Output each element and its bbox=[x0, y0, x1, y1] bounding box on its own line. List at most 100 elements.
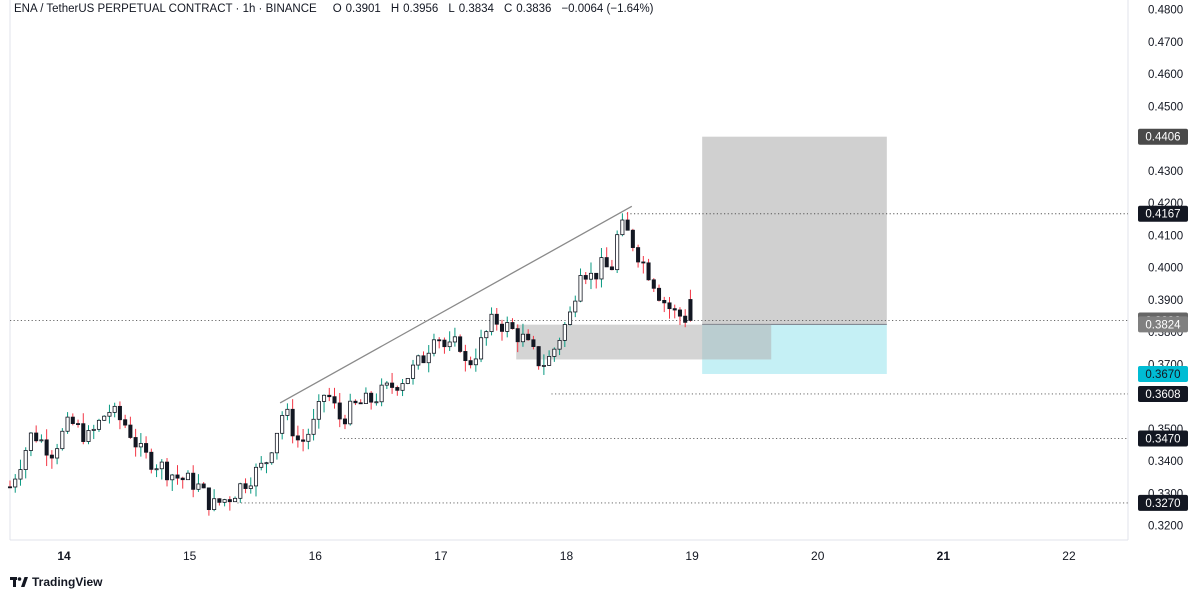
candle-body bbox=[348, 400, 353, 425]
open-value: 0.3901 bbox=[345, 3, 381, 15]
candle-body bbox=[499, 323, 505, 332]
candle-body bbox=[107, 411, 112, 417]
candle-body bbox=[557, 339, 562, 350]
symbol-header: ENA / TetherUS PERPETUAL CONTRACT · 1h ·… bbox=[14, 3, 654, 15]
candle-body bbox=[588, 272, 594, 280]
candle-body bbox=[123, 419, 128, 426]
candle-body bbox=[311, 418, 316, 435]
candle-body bbox=[112, 405, 117, 413]
candle-body bbox=[379, 384, 384, 403]
stop-price-tag-text: 0.3670 bbox=[1145, 369, 1180, 381]
candle-body bbox=[96, 419, 102, 430]
close-label: C bbox=[503, 3, 513, 15]
candle-body bbox=[395, 387, 400, 391]
high-label: H bbox=[390, 3, 400, 15]
candle-body bbox=[594, 272, 599, 280]
candle-body bbox=[526, 333, 531, 341]
candle-body bbox=[264, 462, 269, 465]
entry-price-tag-bg bbox=[1138, 316, 1188, 333]
candle-body bbox=[76, 423, 81, 425]
candle-body bbox=[316, 401, 321, 420]
candle-body bbox=[604, 257, 609, 268]
candle-body bbox=[390, 382, 395, 388]
stop-price-tag: 0.3670 bbox=[1138, 365, 1188, 382]
candle-body bbox=[269, 452, 274, 464]
candle-body bbox=[536, 346, 541, 367]
candle-body bbox=[322, 394, 327, 402]
candle-body bbox=[44, 439, 49, 456]
candle-body bbox=[672, 308, 677, 311]
candle-body bbox=[636, 247, 641, 263]
level-price-tag-bg bbox=[1138, 205, 1188, 222]
candle-body bbox=[479, 337, 484, 360]
y-tick-label: 0.4700 bbox=[1148, 37, 1183, 49]
candle-body bbox=[374, 401, 379, 404]
candle-body bbox=[541, 365, 546, 367]
candle-body bbox=[306, 433, 311, 442]
candle-body bbox=[683, 315, 688, 323]
candle-body bbox=[55, 448, 60, 459]
x-tick-label: 22 bbox=[1062, 549, 1076, 563]
candle-body bbox=[327, 394, 332, 398]
tradingview-watermark[interactable]: TradingView bbox=[10, 575, 102, 589]
candle-body bbox=[280, 415, 285, 434]
candle-body bbox=[442, 339, 447, 348]
level-price-tag-text: 0.4167 bbox=[1145, 209, 1180, 221]
y-tick-label: 0.4300 bbox=[1148, 166, 1183, 178]
level-price-tag: 0.3470 bbox=[1138, 430, 1188, 447]
candle-body bbox=[416, 355, 421, 366]
candle-body bbox=[332, 396, 337, 404]
candle-body bbox=[227, 499, 232, 503]
candle-body bbox=[505, 322, 510, 332]
y-tick-label: 0.3200 bbox=[1148, 520, 1183, 532]
candle-body bbox=[437, 339, 442, 342]
close-value: 0.3836 bbox=[516, 3, 552, 15]
candle-body bbox=[677, 309, 682, 317]
x-tick-label: 15 bbox=[183, 549, 197, 563]
candle-body bbox=[400, 383, 405, 391]
change-value: −0.0064 (−1.64%) bbox=[561, 3, 654, 15]
candle-body bbox=[384, 382, 389, 386]
candle-body bbox=[411, 364, 416, 379]
candle-body bbox=[353, 400, 358, 404]
target-price-tag-bg bbox=[1138, 128, 1188, 145]
candle-body bbox=[547, 356, 552, 366]
candle-body bbox=[484, 331, 489, 339]
symbol-title[interactable]: ENA / TetherUS PERPETUAL CONTRACT · 1h ·… bbox=[14, 3, 317, 15]
candle-body bbox=[191, 472, 196, 490]
candle-body bbox=[662, 300, 667, 304]
candle-body bbox=[405, 377, 410, 384]
candle-body bbox=[651, 279, 656, 289]
candle-body bbox=[358, 402, 363, 405]
candle-body bbox=[274, 432, 279, 454]
candle-body bbox=[13, 478, 18, 488]
y-tick-label: 0.4100 bbox=[1148, 230, 1183, 242]
candle-body bbox=[117, 405, 122, 421]
candle-body bbox=[65, 416, 70, 432]
candle-body bbox=[489, 313, 494, 333]
candle-body bbox=[91, 428, 96, 431]
target-price-tag: 0.4406 bbox=[1138, 128, 1188, 145]
low-value: 0.3834 bbox=[458, 3, 494, 15]
candle-body bbox=[468, 360, 473, 366]
candle-body bbox=[238, 483, 243, 499]
candle-body bbox=[290, 408, 295, 437]
x-tick-label: 17 bbox=[434, 549, 448, 563]
candle-body bbox=[431, 339, 436, 354]
candle-body bbox=[18, 469, 23, 480]
open-label: O bbox=[332, 3, 342, 15]
candle-body bbox=[625, 219, 630, 231]
x-tick-label: 14 bbox=[57, 549, 71, 563]
candle-body bbox=[342, 418, 348, 425]
candle-body bbox=[369, 392, 374, 403]
candle-body bbox=[578, 275, 583, 302]
candle-body bbox=[60, 430, 65, 450]
candle-body bbox=[667, 302, 672, 310]
candle-body bbox=[573, 300, 578, 313]
candle-body bbox=[630, 229, 635, 248]
candle-body bbox=[646, 262, 651, 281]
level-price-tag-bg bbox=[1138, 494, 1188, 511]
y-tick-label: 0.3400 bbox=[1148, 456, 1183, 468]
